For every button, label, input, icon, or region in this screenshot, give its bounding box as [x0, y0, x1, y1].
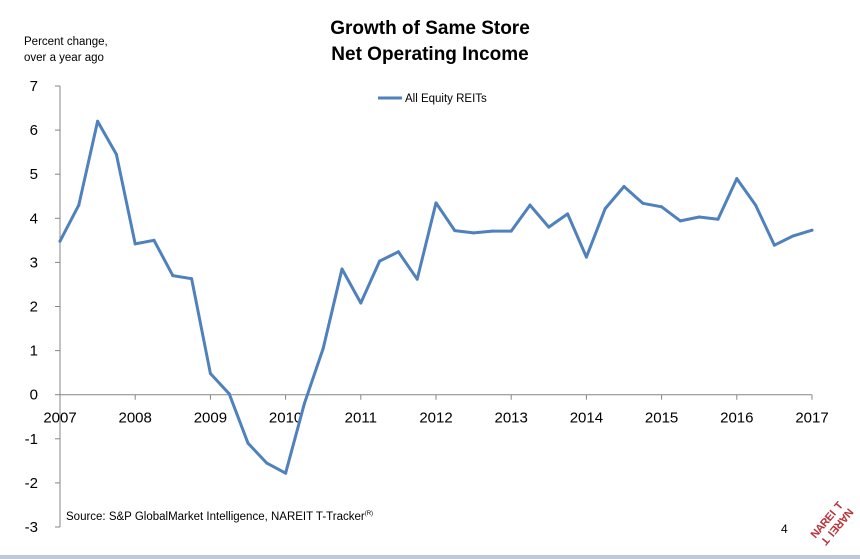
data-point: [509, 229, 513, 233]
y-tick-label: 4: [30, 210, 38, 227]
x-tick-label: 2016: [720, 410, 753, 427]
data-point: [490, 229, 494, 233]
x-tick-labels: 2007 2008 2009 2010 2011 2012 2013 2014 2015 2016…: [43, 410, 828, 427]
chart-title-line-1: Growth of Same Store: [330, 18, 530, 39]
y-tick-label: -1: [25, 431, 38, 448]
y-axis-label-line-1: Percent change,: [24, 36, 108, 48]
x-tick-label: 2007: [43, 410, 76, 427]
data-point: [716, 217, 720, 221]
y-tick-label: 5: [30, 166, 38, 183]
data-point: [584, 255, 588, 259]
bottom-bar: [0, 555, 860, 559]
data-point: [77, 203, 81, 207]
y-tick-label: 6: [30, 122, 38, 139]
legend-label: All Equity REITs: [405, 93, 487, 105]
data-point: [453, 229, 457, 233]
chart-title-line-2: Net Operating Income: [331, 44, 529, 65]
logo-letter: I: [825, 528, 836, 538]
data-point: [265, 461, 269, 465]
data-point: [472, 231, 476, 235]
data-point: [171, 274, 175, 278]
data-point: [547, 225, 551, 229]
data-point: [133, 242, 137, 246]
y-tick-label: 1: [30, 343, 38, 360]
x-tick-label: 2008: [119, 410, 152, 427]
y-tick-label: -2: [25, 475, 38, 492]
data-point: [246, 441, 250, 445]
x-tick-label: 2010: [269, 410, 302, 427]
page-number: 4: [781, 522, 788, 536]
data-point: [227, 392, 231, 396]
chart-axes: [55, 85, 813, 528]
x-tick-label: 2011: [345, 410, 377, 427]
data-point: [152, 238, 156, 242]
data-point: [641, 201, 645, 205]
data-point: [772, 243, 776, 247]
data-point: [622, 185, 626, 188]
data-point: [528, 203, 532, 207]
legend: All Equity REITs: [378, 93, 487, 105]
data-point: [321, 346, 325, 350]
series-group: [58, 119, 814, 475]
x-tick-label: 2017: [795, 410, 828, 427]
data-point: [396, 250, 400, 254]
data-point: [434, 201, 438, 205]
data-point: [566, 212, 570, 216]
data-point: [735, 177, 739, 181]
source-superscript: (R): [364, 511, 374, 518]
y-tick-label: -3: [25, 519, 38, 536]
data-point: [378, 259, 382, 263]
y-axis-label-line-2: over a year ago: [24, 52, 104, 64]
source-note: Source: S&P GlobalMarket Intelligence, N…: [66, 511, 373, 523]
x-tick-label: 2012: [419, 410, 452, 427]
data-point: [660, 205, 664, 209]
data-point: [190, 277, 194, 281]
data-point: [603, 207, 607, 211]
data-point: [678, 219, 682, 223]
data-point: [754, 203, 758, 207]
data-point: [96, 119, 100, 123]
data-point: [810, 228, 814, 232]
source-text: Source: S&P GlobalMarket Intelligence, N…: [66, 511, 365, 523]
data-point: [114, 152, 118, 156]
y-tick-label: 3: [30, 254, 38, 271]
x-tick-label: 2014: [570, 410, 603, 427]
data-point: [284, 471, 288, 475]
y-tick-label: 7: [30, 78, 38, 95]
y-tick-label: 2: [30, 299, 38, 316]
x-tick-label: 2009: [194, 410, 227, 427]
data-point: [302, 402, 306, 405]
data-point: [415, 277, 419, 281]
y-tick-labels: 7 6 5 4 3 2 1 0 -1 -2 -3: [25, 78, 38, 536]
data-point: [359, 301, 363, 305]
y-tick-label: 0: [30, 387, 38, 404]
x-tick-label: 2015: [645, 410, 678, 427]
data-point: [58, 239, 62, 243]
logo-letter: I: [828, 508, 839, 518]
x-tick-label: 2013: [495, 410, 528, 427]
data-point: [697, 215, 701, 219]
data-point: [208, 372, 212, 375]
data-point: [340, 267, 344, 271]
data-point: [791, 234, 795, 238]
